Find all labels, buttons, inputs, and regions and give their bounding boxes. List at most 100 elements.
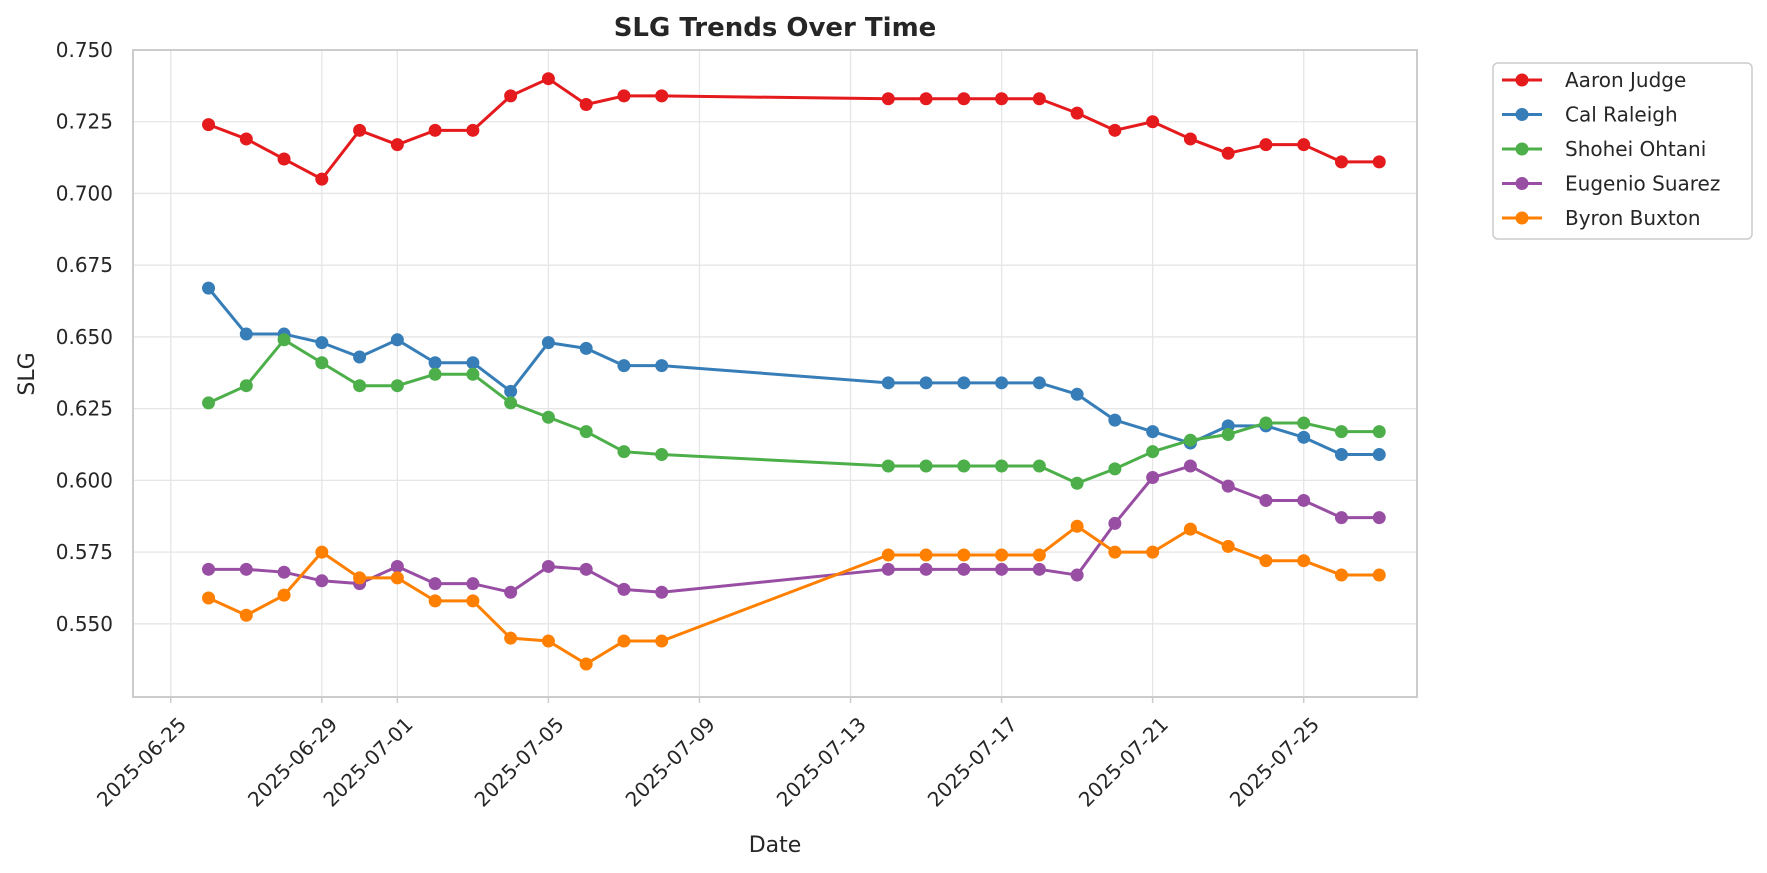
data-point-byron-buxton [1221,539,1235,553]
data-point-aaron-judge [428,123,442,137]
data-point-eugenio-suarez [1183,459,1197,473]
series-line-eugenio-suarez [207,464,1381,594]
data-point-byron-buxton [504,631,518,645]
data-point-aaron-judge [504,89,518,103]
data-point-byron-buxton [239,608,253,622]
data-point-aaron-judge [579,98,593,112]
data-point-aaron-judge [541,72,555,86]
series-layer [202,72,1386,671]
y-tick-label: 0.575 [56,540,113,564]
x-tick-label: 2025-07-17 [923,712,1022,811]
data-point-byron-buxton [957,548,971,562]
data-point-eugenio-suarez [995,562,1009,576]
data-point-shohei-ohtani [428,367,442,381]
data-point-aaron-judge [390,138,404,152]
data-point-byron-buxton [1259,554,1273,568]
chart-title: SLG Trends Over Time [614,13,937,43]
data-point-cal-raleigh [957,376,971,390]
data-point-byron-buxton [202,591,216,605]
data-point-eugenio-suarez [881,562,895,576]
data-point-aaron-judge [1297,138,1311,152]
data-point-aaron-judge [466,123,480,137]
plot-frame [132,49,1418,698]
data-point-cal-raleigh [881,376,895,390]
data-point-eugenio-suarez [1146,471,1160,485]
y-tick-label: 0.550 [56,612,113,636]
data-point-byron-buxton [1183,522,1197,536]
data-point-cal-raleigh [617,359,631,373]
series-line-byron-buxton [207,524,1381,666]
data-point-eugenio-suarez [466,577,480,591]
data-point-eugenio-suarez [239,562,253,576]
y-tick-label: 0.600 [56,468,113,492]
data-point-byron-buxton [466,594,480,608]
data-point-shohei-ohtani [466,367,480,381]
legend-label-cal-raleigh: Cal Raleigh [1565,103,1678,127]
data-point-eugenio-suarez [1297,493,1311,507]
data-point-cal-raleigh [1032,376,1046,390]
data-point-byron-buxton [353,571,367,585]
legend-marker-shohei-ohtani [1515,142,1529,156]
data-point-byron-buxton [1372,568,1386,582]
data-point-aaron-judge [1259,138,1273,152]
legend-label-shohei-ohtani: Shohei Ohtani [1565,137,1706,161]
data-point-shohei-ohtani [504,396,518,410]
data-point-eugenio-suarez [541,559,555,573]
data-point-shohei-ohtani [390,379,404,393]
data-point-shohei-ohtani [881,459,895,473]
data-point-byron-buxton [881,548,895,562]
data-point-aaron-judge [277,152,291,166]
data-point-cal-raleigh [315,336,329,350]
data-point-eugenio-suarez [579,562,593,576]
x-tick-label: 2025-07-21 [1074,712,1173,811]
data-point-aaron-judge [239,132,253,146]
legend: Aaron Judge Cal Raleigh Shohei Ohtani Eugen… [1492,62,1753,240]
data-point-byron-buxton [1146,545,1160,559]
data-point-byron-buxton [390,571,404,585]
data-point-byron-buxton [1108,545,1122,559]
data-point-shohei-ohtani [277,333,291,347]
x-tick-label: 2025-06-25 [92,712,191,811]
data-point-shohei-ohtani [1183,433,1197,447]
data-point-shohei-ohtani [239,379,253,393]
x-tick-label: 2025-07-09 [621,712,720,811]
data-point-shohei-ohtani [995,459,1009,473]
x-axis-label: Date [749,833,802,858]
data-point-aaron-judge [1334,155,1348,169]
data-point-cal-raleigh [655,359,669,373]
data-point-cal-raleigh [1108,413,1122,427]
data-point-aaron-judge [919,92,933,106]
data-point-cal-raleigh [1372,448,1386,462]
data-point-shohei-ohtani [353,379,367,393]
data-point-aaron-judge [1108,123,1122,137]
y-tick-label: 0.675 [56,253,113,277]
data-point-cal-raleigh [390,333,404,347]
data-point-cal-raleigh [541,336,555,350]
data-point-shohei-ohtani [1032,459,1046,473]
data-point-eugenio-suarez [1070,568,1084,582]
data-point-cal-raleigh [1297,430,1311,444]
data-point-shohei-ohtani [1108,462,1122,476]
legend-label-aaron-judge: Aaron Judge [1565,68,1686,92]
data-point-shohei-ohtani [315,356,329,370]
data-point-byron-buxton [617,634,631,648]
data-point-aaron-judge [655,89,669,103]
data-point-cal-raleigh [995,376,1009,390]
data-point-eugenio-suarez [919,562,933,576]
data-point-byron-buxton [919,548,933,562]
data-point-eugenio-suarez [617,582,631,596]
data-point-cal-raleigh [428,356,442,370]
data-point-aaron-judge [957,92,971,106]
legend-box [1492,62,1753,240]
data-point-aaron-judge [617,89,631,103]
data-point-eugenio-suarez [315,574,329,588]
data-point-byron-buxton [655,634,669,648]
legend-marker-cal-raleigh [1515,108,1529,121]
data-point-eugenio-suarez [1032,562,1046,576]
data-point-byron-buxton [428,594,442,608]
data-point-aaron-judge [315,172,329,186]
legend-label-byron-buxton: Byron Buxton [1565,206,1701,230]
data-point-shohei-ohtani [1070,476,1084,490]
series-line-shohei-ohtani [207,338,1381,485]
